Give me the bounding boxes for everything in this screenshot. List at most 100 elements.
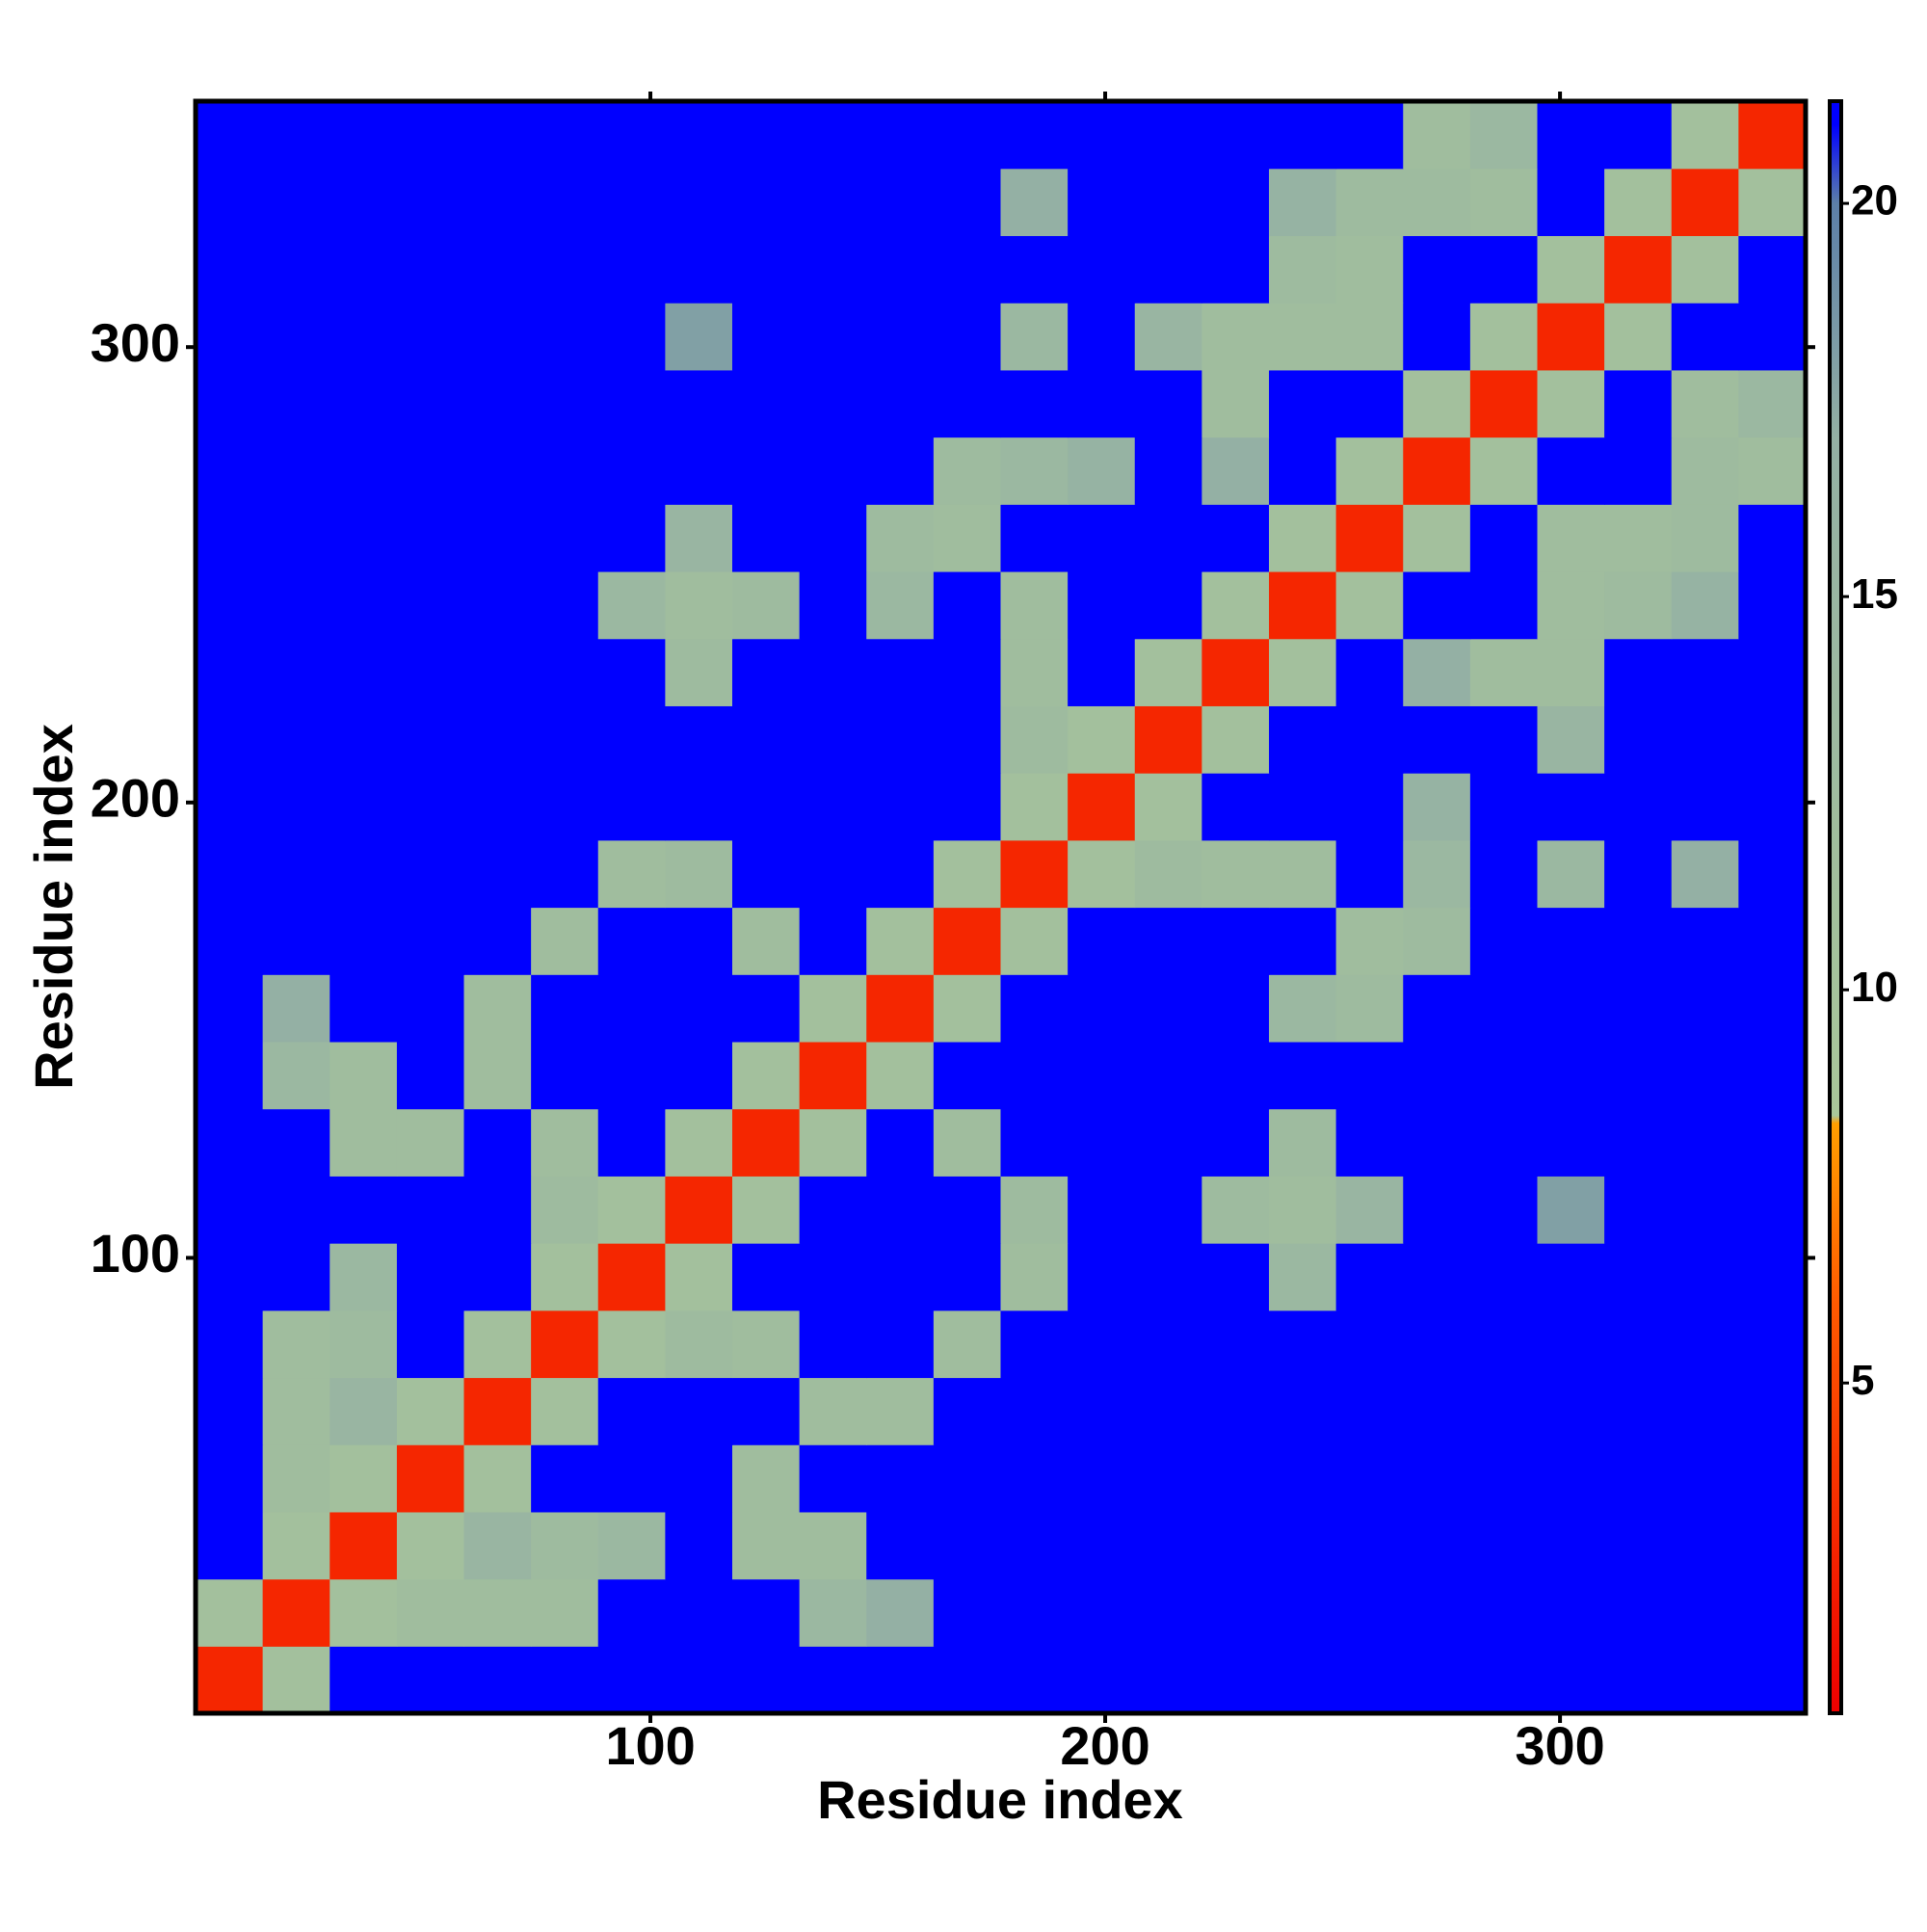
colorbar-tick-label: 15 xyxy=(1851,570,1898,618)
heatmap-cell xyxy=(1738,303,1807,371)
heatmap-cell xyxy=(732,504,801,572)
heatmap-cell xyxy=(1604,1041,1673,1110)
heatmap-cell xyxy=(1469,1108,1539,1177)
heatmap-cell xyxy=(463,1243,532,1311)
heatmap-cell xyxy=(1469,974,1539,1043)
heatmap-cell xyxy=(1403,369,1471,438)
heatmap-cell xyxy=(1537,773,1605,841)
heatmap-cell xyxy=(732,705,801,774)
heatmap-cell xyxy=(396,235,465,304)
heatmap-cell xyxy=(463,168,532,237)
heatmap-cell xyxy=(330,1646,398,1714)
heatmap-cell xyxy=(1269,101,1337,170)
heatmap-cell xyxy=(1000,303,1069,371)
heatmap-cell xyxy=(1269,1041,1337,1110)
heatmap-cell xyxy=(396,504,465,572)
heatmap-cell xyxy=(1068,1377,1136,1445)
heatmap-cell xyxy=(531,570,599,640)
heatmap-cell xyxy=(1134,570,1202,640)
heatmap-cell xyxy=(196,1041,264,1110)
heatmap-cell xyxy=(1000,437,1069,505)
heatmap-cell xyxy=(1671,839,1739,909)
heatmap-cell xyxy=(262,504,330,572)
heatmap-cell xyxy=(933,974,1002,1043)
heatmap-cell xyxy=(1604,570,1673,640)
heatmap-cell xyxy=(1201,1377,1270,1445)
heatmap-cell xyxy=(262,638,330,706)
heatmap-cell xyxy=(1134,1176,1202,1244)
heatmap-cell xyxy=(1403,638,1471,706)
heatmap-cell xyxy=(1403,1108,1471,1177)
heatmap-cell xyxy=(597,1176,666,1244)
heatmap-cell xyxy=(1134,168,1202,237)
heatmap-cell xyxy=(1738,1444,1807,1513)
heatmap-cell xyxy=(1000,1578,1069,1647)
heatmap-cell xyxy=(196,1377,264,1445)
heatmap-cell xyxy=(1269,570,1337,640)
heatmap-cell xyxy=(330,1444,398,1513)
heatmap-cell xyxy=(732,1041,801,1110)
heatmap-cell xyxy=(262,1243,330,1311)
heatmap-cell xyxy=(330,369,398,438)
heatmap-cell xyxy=(330,1041,398,1110)
heatmap-cell xyxy=(1269,1646,1337,1714)
heatmap-cell xyxy=(531,1377,599,1445)
heatmap-cell xyxy=(1335,235,1404,304)
heatmap-cell xyxy=(1000,101,1069,170)
heatmap-cell xyxy=(1537,437,1605,505)
heatmap-cell xyxy=(799,1444,867,1513)
heatmap-cell xyxy=(1201,839,1270,909)
heatmap-cell xyxy=(1000,839,1069,909)
heatmap-cell xyxy=(1604,907,1673,975)
heatmap-cell xyxy=(1403,235,1471,304)
heatmap-cell xyxy=(866,1646,935,1714)
heatmap-cell xyxy=(1671,1511,1739,1580)
heatmap-cell xyxy=(866,504,935,572)
heatmap-cell xyxy=(1335,974,1404,1043)
heatmap-cell xyxy=(1604,1377,1673,1445)
heatmap-cell xyxy=(933,1578,1002,1647)
heatmap-cell xyxy=(933,369,1002,438)
heatmap-cell xyxy=(1604,638,1673,706)
heatmap-cell xyxy=(1671,369,1739,438)
heatmap-cell xyxy=(799,773,867,841)
heatmap-cell xyxy=(396,773,465,841)
heatmap-cell xyxy=(1269,1377,1337,1445)
heatmap-cell xyxy=(1201,303,1270,371)
heatmap-cell xyxy=(665,504,733,572)
heatmap-cell xyxy=(799,1310,867,1379)
heatmap-cell xyxy=(1068,839,1136,909)
colorbar-tick-label: 20 xyxy=(1851,177,1898,225)
heatmap-cell xyxy=(196,1108,264,1177)
heatmap-cell xyxy=(1403,1176,1471,1244)
heatmap-cell xyxy=(732,773,801,841)
heatmap-cell xyxy=(531,101,599,170)
heatmap-cell xyxy=(1000,1511,1069,1580)
heatmap-cell xyxy=(1068,638,1136,706)
heatmap-cell xyxy=(1469,705,1539,774)
heatmap-cell xyxy=(597,1377,666,1445)
heatmap-cell xyxy=(1738,168,1807,237)
heatmap-cell xyxy=(799,1041,867,1110)
heatmap-cell xyxy=(933,1108,1002,1177)
heatmap-cell xyxy=(866,303,935,371)
heatmap-cell xyxy=(1335,907,1404,975)
heatmap-cell xyxy=(866,1176,935,1244)
heatmap-cell xyxy=(597,1108,666,1177)
heatmap-cell xyxy=(1738,1377,1807,1445)
heatmap-cell xyxy=(196,101,264,170)
heatmap-cell xyxy=(531,1511,599,1580)
heatmap-cell xyxy=(463,1511,532,1580)
heatmap-cell xyxy=(1604,235,1673,304)
heatmap-cell xyxy=(463,369,532,438)
heatmap-cell xyxy=(1201,369,1270,438)
heatmap-cell xyxy=(1403,570,1471,640)
heatmap-cell xyxy=(262,101,330,170)
heatmap-cell xyxy=(597,437,666,505)
heatmap-cell xyxy=(396,907,465,975)
heatmap-cell xyxy=(597,235,666,304)
heatmap-cell xyxy=(1537,1377,1605,1445)
heatmap-cell xyxy=(597,369,666,438)
heatmap-cell xyxy=(531,303,599,371)
heatmap-cell xyxy=(1000,1646,1069,1714)
